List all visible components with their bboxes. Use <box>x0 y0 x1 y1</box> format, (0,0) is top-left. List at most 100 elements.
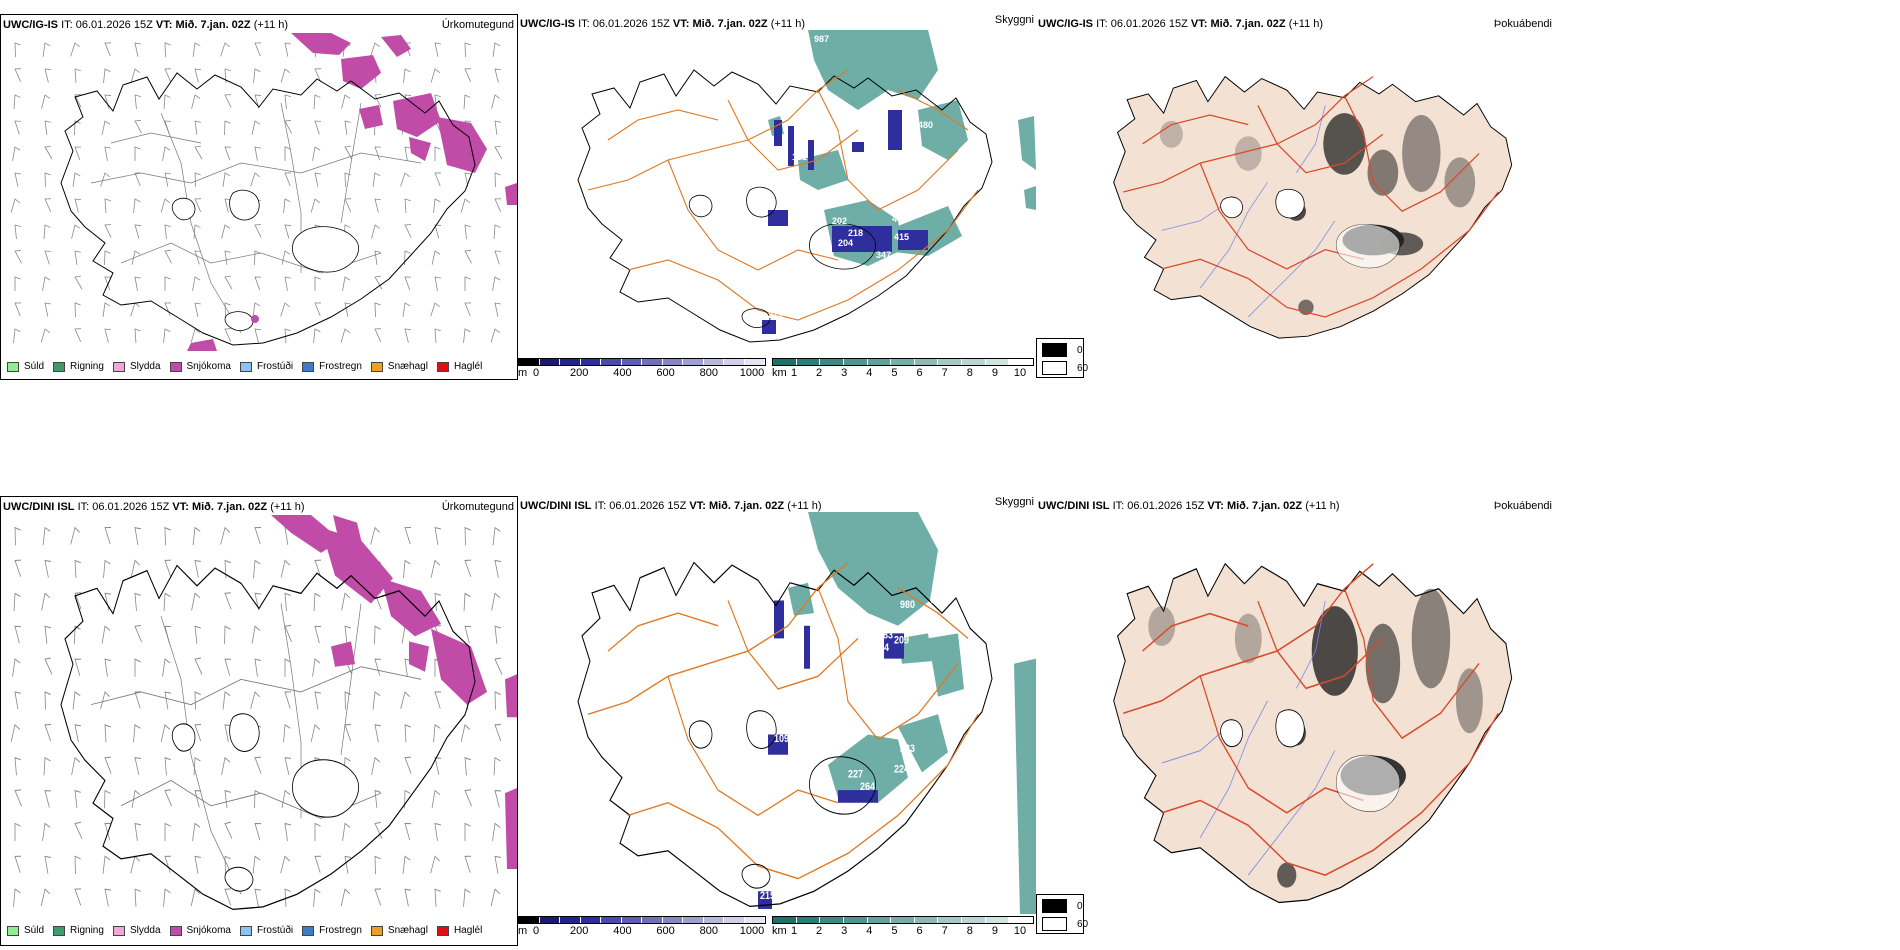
height-label: 151 <box>792 152 807 162</box>
wind-barb <box>284 42 291 57</box>
wind-barb <box>374 275 383 290</box>
fog-panel-row1: UWC/IG-IS IT: 06.01.2026 15Z VT: Mið. 7.… <box>1036 14 1554 380</box>
wind-barb <box>494 855 501 874</box>
precip-legend-item: Haglél <box>436 361 482 372</box>
legend-swatch <box>239 361 252 372</box>
wind-barb <box>283 198 291 213</box>
wind-barb <box>403 68 411 83</box>
wind-barb <box>492 822 501 841</box>
wind-barb <box>314 302 322 317</box>
wind-barb <box>494 120 501 135</box>
height-label: 109 <box>774 733 789 745</box>
wind-barb <box>220 526 230 545</box>
wind-barb <box>44 68 52 83</box>
height-label: 347 <box>876 250 891 260</box>
wind-barb <box>13 888 21 907</box>
wind-barb <box>370 42 380 57</box>
colorbar-strip <box>518 358 766 366</box>
run-header: UWC/DINI ISL IT: 06.01.2026 15Z VT: Mið.… <box>1038 500 1340 513</box>
wind-barb <box>254 328 262 343</box>
wind-barb <box>284 624 292 643</box>
wind-barb <box>254 276 262 291</box>
wind-barb <box>254 527 262 545</box>
colorbar-segment <box>914 359 939 365</box>
wind-barb <box>464 224 471 239</box>
wind-barb <box>194 198 202 212</box>
wind-barb <box>342 822 351 841</box>
colorbar-segment <box>724 359 745 365</box>
wind-barb <box>313 328 321 343</box>
wind-barb <box>162 658 171 677</box>
wind-barb <box>434 592 441 612</box>
wind-barb <box>494 302 501 317</box>
colorbar-tick: 10 <box>1013 367 1027 379</box>
height-label: 182 <box>824 130 839 140</box>
height-label: 150 <box>868 132 883 142</box>
vt-value: Mið. 7.jan. 02Z <box>191 501 268 513</box>
fog-map <box>1113 563 1513 904</box>
legend-label: Frostregn <box>319 361 362 372</box>
colorbar-tick: 3 <box>841 367 848 379</box>
wind-barb <box>494 625 501 644</box>
colorbar-segment <box>703 359 724 365</box>
wind-barb <box>71 224 81 239</box>
wind-barb <box>464 625 472 644</box>
wind-barb <box>44 723 52 742</box>
wind-barb <box>164 249 172 264</box>
colorbar-tick: 800 <box>699 367 718 379</box>
snow-areas <box>187 33 517 351</box>
wind-barb <box>224 724 232 743</box>
wind-barb <box>104 756 112 774</box>
wind-barb <box>434 527 441 546</box>
wind-barb <box>14 42 21 58</box>
colorbar-tick: 2 <box>816 925 823 937</box>
legend-swatch <box>436 361 449 372</box>
colorbar-segment <box>1009 917 1034 923</box>
wind-barb <box>250 691 260 709</box>
wind-barb <box>314 172 321 187</box>
wind-barb <box>74 821 83 840</box>
wind-barb <box>131 789 141 809</box>
wind-barb <box>224 146 232 161</box>
legend-label: Frostregn <box>319 925 362 936</box>
wind-barb <box>314 625 322 644</box>
wind-barb <box>284 592 291 612</box>
fog-legend-item: 0 <box>1042 899 1083 913</box>
wind-barb <box>101 625 111 644</box>
run-header: UWC/DINI ISL IT: 06.01.2026 15Z VT: Mið.… <box>3 501 305 514</box>
legend-label: 60 <box>1077 362 1089 374</box>
wind-barb <box>103 68 111 83</box>
wind-barb <box>312 658 321 677</box>
precip-legend-item: Súld <box>7 925 44 936</box>
colorbar-segment <box>891 359 915 365</box>
precip-legend-item: Frostregn <box>302 925 362 936</box>
precip-panel-row2: UWC/DINI ISL IT: 06.01.2026 15Z VT: Mið.… <box>0 496 518 946</box>
fog-legend-item: 60 <box>1042 361 1088 375</box>
colorbar-tick: 7 <box>941 367 948 379</box>
run-header: UWC/IG-IS IT: 06.01.2026 15Z VT: Mið. 7.… <box>3 19 288 32</box>
wind-barb <box>374 658 382 676</box>
wind-barb <box>74 724 82 743</box>
colorbar-tick: 9 <box>991 925 998 937</box>
it-label: IT: <box>61 19 73 31</box>
colorbar-segment <box>601 917 622 923</box>
colorbar-segment <box>662 917 683 923</box>
panel-title: Úrkomutegund <box>441 19 514 31</box>
precip-legend-item: Snæhagl <box>370 361 428 372</box>
wind-barb <box>74 275 83 290</box>
colorbar-segment <box>867 359 892 365</box>
colorbar-segment <box>867 917 892 923</box>
wind-barb <box>194 172 201 188</box>
wind-barb <box>134 119 142 134</box>
precip-legend-item: Snæhagl <box>370 925 428 936</box>
colorbar-segment <box>820 917 844 923</box>
precip-panel-row1: UWC/IG-IS IT: 06.01.2026 15Z VT: Mið. 7.… <box>0 14 518 380</box>
wind-barb <box>70 526 80 545</box>
wind-barb <box>134 757 142 775</box>
it-value: 06.01.2026 15Z <box>1127 500 1205 512</box>
it-value: 06.01.2026 15Z <box>75 19 153 31</box>
wind-barb <box>194 559 202 578</box>
precip-legend-item: Frostúði <box>239 361 293 372</box>
wind-barb <box>164 691 171 710</box>
wind-barb <box>194 250 202 265</box>
